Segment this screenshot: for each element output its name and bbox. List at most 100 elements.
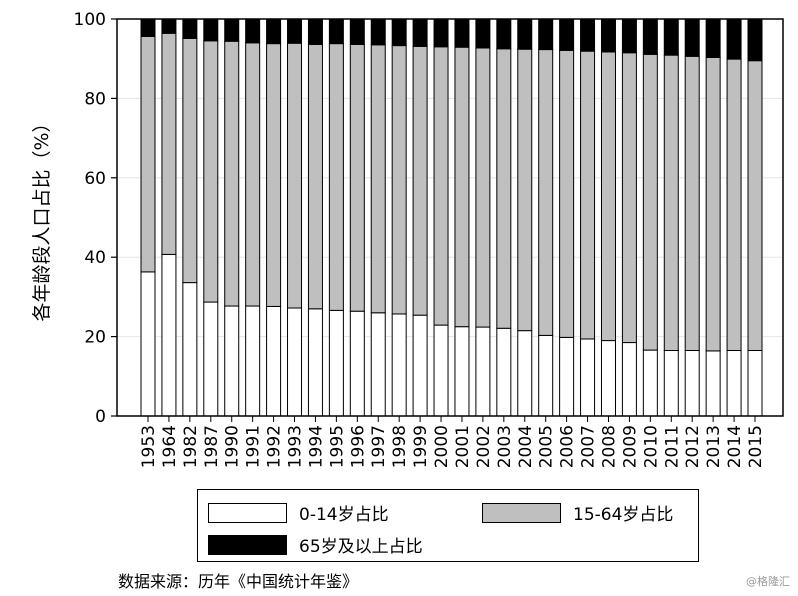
bar-segment	[642, 53, 658, 351]
bar-segment	[182, 18, 198, 39]
bar-segment	[517, 48, 533, 332]
y-axis: 0 20 40 60 80 100	[74, 10, 117, 427]
bar-segment	[517, 18, 533, 50]
data-source-note: 数据来源：历年《中国统计年鉴》	[118, 572, 359, 591]
x-tick-label: 2004	[516, 425, 536, 468]
bar-segment	[161, 253, 177, 417]
legend: 0-14岁占比 15-64岁占比 65岁及以上占比	[197, 489, 699, 562]
bar-segment	[600, 51, 616, 342]
bar-segment	[684, 349, 700, 417]
bar-segment	[203, 18, 219, 42]
bar-segment	[349, 18, 365, 45]
bar-segment	[642, 349, 658, 417]
bar-segment	[747, 18, 763, 62]
bar-segment	[580, 18, 596, 52]
bar-segment	[663, 54, 679, 351]
bar-segment	[224, 40, 240, 307]
x-tick-label: 2009	[620, 425, 640, 468]
bar-segment	[307, 308, 323, 417]
bar-segment	[412, 45, 428, 316]
bar-segment	[161, 32, 177, 255]
bar-segment	[433, 18, 449, 48]
bar-segment	[370, 44, 386, 314]
bar-segment	[161, 18, 177, 34]
bar-segment	[684, 18, 700, 57]
bar-segment	[370, 312, 386, 417]
x-tick-label: 2001	[453, 425, 473, 468]
bar-segment	[642, 18, 658, 55]
bar-segment	[475, 18, 491, 49]
bar-segment	[182, 37, 198, 284]
bar-segment	[412, 18, 428, 47]
bar-segment	[224, 18, 240, 42]
x-tick-label: 1987	[202, 425, 222, 468]
bar-segment	[412, 314, 428, 417]
bar-segment	[140, 271, 156, 417]
plot-frame	[116, 18, 784, 417]
y-axis-label: 各年龄段人口占比（%）	[31, 113, 53, 321]
bar-segment	[266, 43, 282, 307]
x-tick-label: 1994	[306, 425, 326, 468]
bar-segment	[370, 18, 386, 46]
bar-segment	[663, 18, 679, 56]
bar-segment	[203, 301, 219, 417]
watermark: @格隆汇	[746, 575, 790, 588]
bar-segment	[538, 18, 554, 51]
x-tick-label: 2003	[495, 425, 515, 468]
bar-segment	[245, 18, 261, 44]
legend-label-0-14: 0-14岁占比	[299, 505, 389, 525]
x-tick-label: 1953	[139, 425, 159, 468]
legend-item-65plus: 65岁及以上占比	[208, 532, 423, 557]
x-tick-label: 2002	[474, 425, 494, 468]
bar-segment	[621, 52, 637, 344]
x-tick-label: 1964	[160, 425, 180, 468]
x-tick-label: 2013	[704, 425, 724, 468]
x-tick-label: 1998	[390, 425, 410, 468]
bar-segment	[496, 327, 512, 417]
bar-segment	[663, 349, 679, 417]
y-tick-label: 20	[84, 328, 106, 348]
x-tick-label: 2005	[537, 425, 557, 468]
legend-swatch-0-14	[208, 502, 287, 523]
bar-segment	[559, 336, 575, 417]
bar-segment	[307, 18, 323, 45]
bar-segment	[621, 18, 637, 54]
bar-segment	[224, 305, 240, 417]
bars	[140, 18, 763, 417]
bar-segment	[287, 307, 303, 417]
bar-segment	[391, 18, 407, 47]
x-tick-label: 2011	[662, 425, 682, 468]
bar-segment	[747, 349, 763, 417]
bar-segment	[621, 342, 637, 417]
y-tick-label: 80	[84, 89, 106, 109]
x-tick-label: 1995	[327, 425, 347, 468]
bar-segment	[245, 305, 261, 417]
bar-segment	[580, 338, 596, 417]
bar-segment	[705, 350, 721, 417]
x-tick-label: 2006	[558, 425, 578, 468]
bar-segment	[538, 49, 554, 336]
bar-segment	[475, 47, 491, 328]
bar-segment	[747, 60, 763, 351]
x-tick-label: 2008	[599, 425, 619, 468]
x-tick-label: 2015	[746, 425, 766, 468]
legend-label-65plus: 65岁及以上占比	[299, 537, 423, 557]
x-tick-label: 1996	[348, 425, 368, 468]
x-tick-label: 2010	[641, 425, 661, 468]
x-tick-label: 1999	[411, 425, 431, 468]
bar-segment	[600, 18, 616, 53]
bar-segment	[726, 18, 742, 60]
bar-segment	[475, 326, 491, 417]
x-tick-label: 2007	[579, 425, 599, 468]
bar-segment	[349, 310, 365, 417]
bar-segment	[454, 46, 470, 328]
bar-segment	[287, 42, 303, 309]
bar-segment	[454, 18, 470, 48]
y-tick-label: 0	[95, 407, 106, 427]
x-tick-label: 1982	[181, 425, 201, 468]
legend-item-15-64: 15-64岁占比	[482, 500, 673, 525]
bar-segment	[726, 349, 742, 417]
x-tick-label: 2014	[725, 425, 745, 468]
legend-item-0-14: 0-14岁占比	[208, 500, 389, 525]
